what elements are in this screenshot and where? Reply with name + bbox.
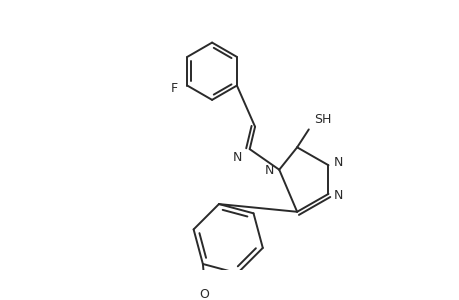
Text: O: O bbox=[199, 288, 209, 300]
Text: SH: SH bbox=[313, 113, 331, 126]
Text: F: F bbox=[171, 82, 178, 95]
Text: N: N bbox=[333, 189, 342, 202]
Text: N: N bbox=[333, 156, 342, 169]
Text: N: N bbox=[264, 164, 273, 177]
Text: N: N bbox=[233, 151, 242, 164]
